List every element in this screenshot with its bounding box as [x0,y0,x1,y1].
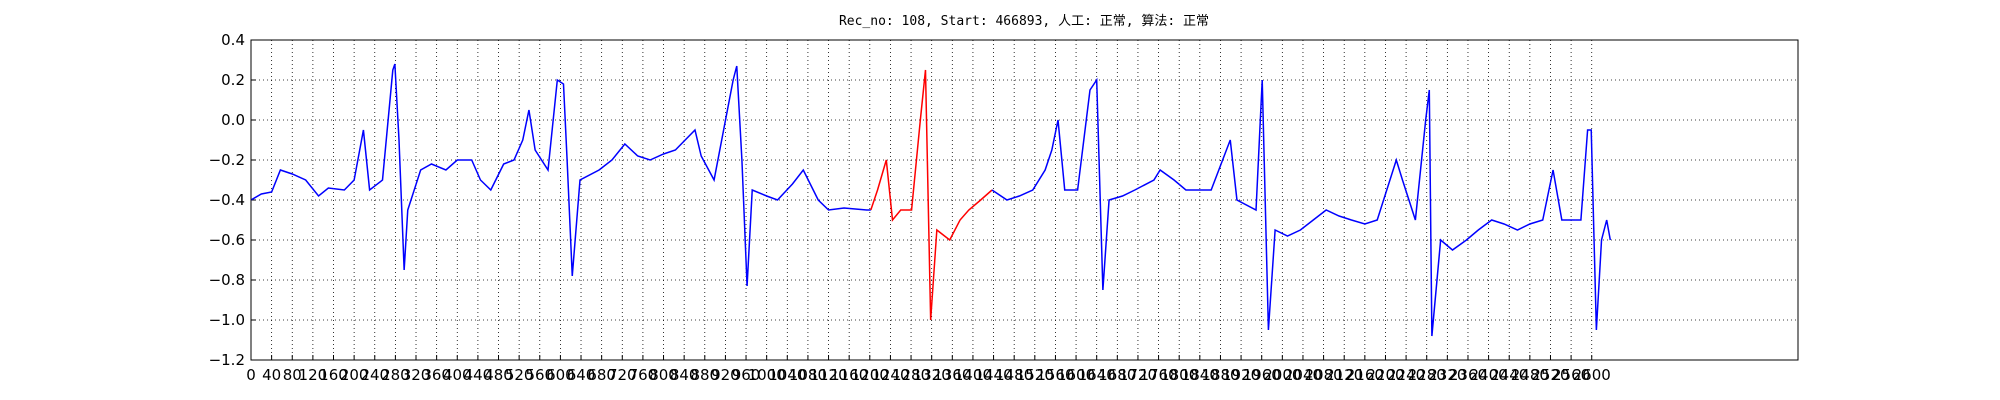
y-tick-label: 0.0 [221,111,245,129]
x-tick-label: 2000 [1263,366,1301,384]
x-tick-label: 1640 [1078,366,1116,384]
x-tick-label: 560 [525,366,554,384]
y-tick-label: 0.4 [221,31,245,49]
x-tick-label: 520 [505,366,534,384]
x-tick-label: 680 [587,366,616,384]
x-tick-label: 1600 [1057,366,1095,384]
x-tick-label: 480 [484,366,513,384]
x-tick-label: 240 [360,366,389,384]
x-tick-label: 960 [732,366,761,384]
x-tick-label: 2600 [1573,366,1611,384]
x-tick-label: 640 [567,366,596,384]
y-tick-label: −0.2 [209,151,245,169]
x-tick-label: 200 [340,366,369,384]
x-tick-label: 40 [262,366,281,384]
x-tick-label: 1840 [1181,366,1219,384]
x-tick-label: 1920 [1222,366,1260,384]
x-tick-label: 2480 [1511,366,1549,384]
x-tick-label: 2080 [1304,366,1342,384]
x-tick-label: 1760 [1139,366,1177,384]
x-tick-label: 760 [629,366,658,384]
y-tick-label: −0.8 [209,271,245,289]
x-tick-label: 2200 [1366,366,1404,384]
x-tick-label: 1680 [1098,366,1136,384]
x-tick-label: 2160 [1346,366,1384,384]
x-tick-label: 1080 [789,366,827,384]
x-tick-label: 1960 [1243,366,1281,384]
x-tick-label: 720 [608,366,637,384]
y-tick-label: −0.6 [209,231,245,249]
x-tick-label: 80 [283,366,302,384]
x-tick-label: 2360 [1449,366,1487,384]
x-tick-label: 1040 [768,366,806,384]
x-tick-label: 2240 [1387,366,1425,384]
x-tick-label: 440 [464,366,493,384]
x-tick-label: 920 [711,366,740,384]
x-tick-label: 400 [443,366,472,384]
chart-title: Rec_no: 108, Start: 466893, 人工: 正常, 算法: … [839,14,1209,29]
x-tick-label: 1480 [995,366,1033,384]
x-tick-label: 2280 [1408,366,1446,384]
x-tick-label: 1240 [871,366,909,384]
x-tick-label: 1200 [851,366,889,384]
y-tick-label: −0.4 [209,191,245,209]
x-tick-label: 1560 [1036,366,1074,384]
x-tick-label: 1360 [933,366,971,384]
x-tick-label: 320 [402,366,431,384]
x-tick-label: 2120 [1325,366,1363,384]
x-tick-label: 1120 [809,366,847,384]
y-tick-label: −1.2 [209,351,245,369]
x-tick-label: 800 [649,366,678,384]
x-tick-label: 160 [319,366,348,384]
signal-line [250,63,871,287]
x-tick-label: 1520 [1016,366,1054,384]
x-tick-label: 1000 [748,366,786,384]
x-tick-label: 1720 [1119,366,1157,384]
signal-line [870,69,993,321]
x-tick-label: 1160 [830,366,868,384]
x-tick-label: 1440 [974,366,1012,384]
x-tick-label: 1880 [1201,366,1239,384]
x-tick-label: 2520 [1531,366,1569,384]
x-tick-label: 1320 [913,366,951,384]
x-tick-label: 840 [670,366,699,384]
x-tick-label: 0 [246,366,256,384]
x-tick-label: 120 [299,366,328,384]
x-tick-label: 2320 [1428,366,1466,384]
signal-line [991,77,1612,337]
x-tick-label: 880 [690,366,719,384]
x-tick-label: 1800 [1160,366,1198,384]
x-tick-label: 2440 [1490,366,1528,384]
x-tick-label: 600 [546,366,575,384]
x-tick-label: 2400 [1470,366,1508,384]
x-tick-label: 2040 [1284,366,1322,384]
x-tick-label: 280 [381,366,410,384]
y-tick-label: 0.2 [221,71,245,89]
x-tick-label: 1280 [892,366,930,384]
x-tick-label: 1400 [954,366,992,384]
x-tick-label: 2560 [1552,366,1590,384]
y-tick-label: −1.0 [209,311,245,329]
plot-frame [250,39,1799,361]
x-tick-label: 360 [422,366,451,384]
